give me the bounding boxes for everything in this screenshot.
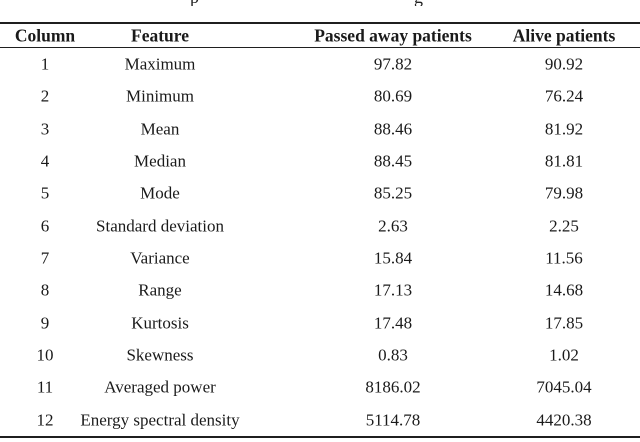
cell-passed: 17.13 bbox=[373, 280, 413, 300]
cell-passed: 80.69 bbox=[373, 86, 413, 106]
cell-column: 9 bbox=[40, 313, 50, 333]
table-top-rule bbox=[0, 22, 640, 24]
header-passed-away-patients: Passed away patients bbox=[314, 24, 472, 45]
header-column: Column bbox=[14, 24, 76, 45]
cell-column: 8 bbox=[40, 280, 50, 300]
caption-descender-right: g bbox=[414, 0, 423, 6]
cell-column: 4 bbox=[40, 151, 50, 171]
cell-alive: 81.81 bbox=[544, 151, 584, 171]
cell-column: 12 bbox=[36, 410, 54, 430]
cell-alive: 79.98 bbox=[544, 183, 584, 203]
cell-column: 3 bbox=[40, 119, 50, 139]
table-row: 3 Mean 88.46 81.92 bbox=[0, 113, 640, 145]
table-row: 8 Range 17.13 14.68 bbox=[0, 274, 640, 306]
cell-column: 11 bbox=[36, 377, 54, 397]
cell-column: 2 bbox=[40, 86, 50, 106]
cell-column: 5 bbox=[40, 183, 50, 203]
cell-alive: 17.85 bbox=[544, 313, 584, 333]
table-bottom-rule bbox=[0, 436, 640, 438]
cell-passed: 88.46 bbox=[373, 119, 413, 139]
table-row: 4 Median 88.45 81.81 bbox=[0, 145, 640, 177]
cell-passed: 97.82 bbox=[373, 54, 413, 74]
cell-alive: 4420.38 bbox=[536, 410, 592, 430]
cell-feature: Skewness bbox=[126, 345, 194, 365]
table-row: 12 Energy spectral density 5114.78 4420.… bbox=[0, 404, 640, 436]
table-row: 10 Skewness 0.83 1.02 bbox=[0, 339, 640, 371]
cell-alive: 7045.04 bbox=[536, 377, 592, 397]
cell-alive: 76.24 bbox=[544, 86, 584, 106]
cell-passed: 85.25 bbox=[373, 183, 413, 203]
table-row: 6 Standard deviation 2.63 2.25 bbox=[0, 210, 640, 242]
table-header-row: Column Feature Passed away patients Aliv… bbox=[0, 24, 640, 47]
cell-feature: Kurtosis bbox=[131, 313, 189, 333]
cell-column: 7 bbox=[40, 248, 50, 268]
cell-feature: Averaged power bbox=[104, 377, 216, 397]
cell-feature: Range bbox=[138, 280, 182, 300]
cell-feature: Variance bbox=[130, 248, 190, 268]
table-row: 5 Mode 85.25 79.98 bbox=[0, 177, 640, 209]
cell-alive: 81.92 bbox=[544, 119, 584, 139]
table-row: 9 Kurtosis 17.48 17.85 bbox=[0, 307, 640, 339]
cell-alive: 1.02 bbox=[549, 345, 579, 365]
table-header-rule bbox=[0, 47, 640, 48]
cell-feature: Standard deviation bbox=[96, 216, 224, 236]
cell-passed: 17.48 bbox=[373, 313, 413, 333]
header-alive-patients: Alive patients bbox=[512, 24, 616, 45]
table-body: 1 Maximum 97.82 90.92 2 Minimum 80.69 76… bbox=[0, 48, 640, 436]
table-row: 2 Minimum 80.69 76.24 bbox=[0, 80, 640, 112]
cell-passed: 5114.78 bbox=[365, 410, 421, 430]
cell-feature: Maximum bbox=[124, 54, 196, 74]
cell-column: 6 bbox=[40, 216, 50, 236]
cell-passed: 15.84 bbox=[373, 248, 413, 268]
table-row: 1 Maximum 97.82 90.92 bbox=[0, 48, 640, 80]
cell-feature: Mode bbox=[140, 183, 180, 203]
cell-passed: 2.63 bbox=[378, 216, 408, 236]
cell-passed: 88.45 bbox=[373, 151, 413, 171]
cell-alive: 2.25 bbox=[549, 216, 579, 236]
cell-column: 10 bbox=[36, 345, 54, 365]
cell-alive: 11.56 bbox=[545, 248, 583, 268]
cell-alive: 14.68 bbox=[544, 280, 584, 300]
cell-feature: Mean bbox=[140, 119, 180, 139]
cell-feature: Median bbox=[134, 151, 186, 171]
cell-feature: Energy spectral density bbox=[80, 410, 240, 430]
cropped-caption-fragment: p g bbox=[0, 0, 640, 6]
cell-passed: 0.83 bbox=[378, 345, 408, 365]
table-row: 11 Averaged power 8186.02 7045.04 bbox=[0, 371, 640, 403]
table-row: 7 Variance 15.84 11.56 bbox=[0, 242, 640, 274]
cell-passed: 8186.02 bbox=[365, 377, 421, 397]
cell-column: 1 bbox=[40, 54, 50, 74]
cell-alive: 90.92 bbox=[544, 54, 584, 74]
header-feature: Feature bbox=[131, 24, 189, 45]
cell-feature: Minimum bbox=[125, 86, 195, 106]
caption-descender-left: p bbox=[190, 0, 199, 6]
